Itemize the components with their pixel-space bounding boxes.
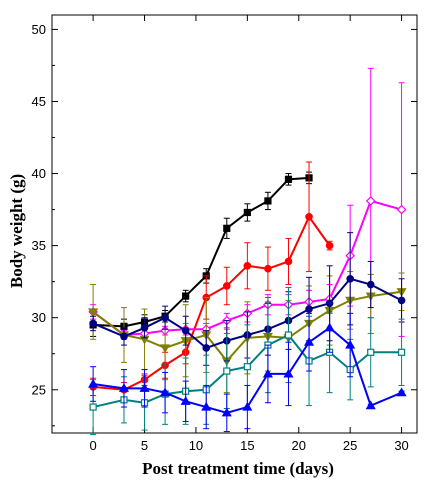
y-tick-label: 25 xyxy=(32,382,46,397)
data-point xyxy=(243,208,251,217)
data-point xyxy=(242,401,253,411)
data-point xyxy=(89,319,97,328)
x-tick-label: 25 xyxy=(343,438,357,453)
data-point xyxy=(88,308,99,318)
data-point xyxy=(221,407,232,417)
data-point xyxy=(201,401,212,411)
data-point xyxy=(89,403,97,411)
y-tick-label: 50 xyxy=(32,22,46,37)
data-point xyxy=(160,344,171,354)
data-point xyxy=(88,378,99,388)
x-tick-label: 5 xyxy=(141,438,148,453)
data-point xyxy=(222,282,231,290)
axis-ticks: 0 5 10 15 20 25 30 25 30 35 40 45 50 xyxy=(32,15,417,453)
data-point xyxy=(264,264,272,273)
data-point xyxy=(243,363,251,371)
data-point xyxy=(365,196,376,206)
data-point xyxy=(160,387,171,397)
x-tick-label: 15 xyxy=(240,438,254,453)
data-point xyxy=(284,257,293,266)
x-tick-label: 20 xyxy=(292,438,306,453)
y-tick-label: 45 xyxy=(32,94,46,109)
plot-frame xyxy=(51,14,418,434)
data-point xyxy=(305,212,313,221)
data-point xyxy=(366,280,375,289)
x-tick-label: 10 xyxy=(189,438,203,453)
data-point xyxy=(118,383,130,392)
data-point xyxy=(139,383,150,392)
x-axis-title: Post treatment time (days) xyxy=(142,459,334,478)
data-point xyxy=(284,331,293,339)
data-point xyxy=(305,305,313,313)
data-point xyxy=(223,367,231,375)
data-point xyxy=(396,387,407,397)
y-tick-label: 30 xyxy=(32,310,46,325)
data-point xyxy=(396,204,407,215)
data-point xyxy=(120,332,128,341)
data-point xyxy=(397,348,406,356)
data-point xyxy=(367,348,375,356)
y-axis-title: Body weight (g) xyxy=(7,174,26,288)
x-tick-label: 30 xyxy=(394,438,408,453)
data-series xyxy=(88,67,407,435)
data-point xyxy=(346,274,354,283)
data-point xyxy=(324,322,335,332)
data-point xyxy=(284,175,293,183)
data-point xyxy=(325,241,334,250)
data-point xyxy=(182,292,190,300)
series-4 xyxy=(89,232,406,366)
data-point xyxy=(180,396,191,405)
series-6 xyxy=(88,302,407,433)
y-tick-label: 35 xyxy=(32,238,46,253)
data-point xyxy=(345,339,356,349)
data-point xyxy=(397,296,406,305)
data-point xyxy=(264,197,272,205)
data-point xyxy=(283,368,294,378)
data-point xyxy=(202,344,211,352)
data-point xyxy=(243,261,252,270)
data-point xyxy=(181,326,190,335)
y-tick-label: 40 xyxy=(32,166,46,181)
data-point xyxy=(304,336,315,346)
series-line xyxy=(93,214,331,391)
data-point xyxy=(262,368,273,378)
data-point xyxy=(140,323,149,332)
x-tick-label: 0 xyxy=(90,438,97,453)
data-point xyxy=(223,224,231,232)
data-point xyxy=(365,400,376,410)
data-point xyxy=(161,313,169,322)
